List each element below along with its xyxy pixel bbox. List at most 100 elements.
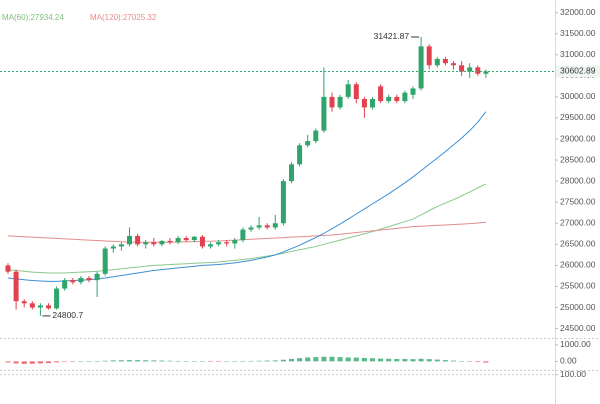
histogram-bar [272, 360, 278, 362]
histogram-bar [483, 361, 489, 363]
histogram-bar [102, 360, 108, 362]
y-tick-label: 28500.00 [560, 154, 596, 164]
histogram-bar [13, 361, 19, 364]
candle-body [345, 84, 351, 97]
candle-body [483, 71, 489, 74]
y-tick-label: 25500.00 [560, 281, 596, 291]
y-tick-label: 31000.00 [560, 49, 596, 59]
candle-body [46, 305, 51, 309]
candle-body [264, 225, 270, 228]
candle-body [402, 92, 408, 102]
ma-line [7, 221, 486, 243]
candle-body [280, 181, 286, 224]
histogram-bar [143, 360, 149, 362]
candle-body [37, 305, 43, 308]
histogram-bar [256, 360, 262, 362]
high-annotation: 31421.87 [374, 31, 410, 41]
histogram-bar [313, 357, 319, 362]
histogram-bar [5, 361, 11, 363]
histogram-bar [297, 358, 303, 362]
candle-body [410, 88, 416, 95]
histogram-bar [240, 361, 246, 362]
histogram-bar [394, 358, 400, 362]
y-tick-label: 29000.00 [560, 133, 596, 143]
candle-body [313, 130, 319, 142]
candle-body [434, 58, 440, 66]
candle-body [5, 265, 11, 272]
candle-body [232, 240, 238, 244]
histogram-bar [118, 360, 124, 362]
y-tick-label: 32000.00 [560, 7, 596, 17]
candle-body [353, 84, 359, 99]
histogram-bar [305, 357, 311, 362]
candle-body [216, 242, 222, 245]
candle-body [151, 242, 157, 245]
candle-body [386, 96, 392, 102]
candle-body [467, 67, 473, 72]
candle-body [135, 235, 141, 245]
candle-body [289, 164, 294, 182]
histogram-bar [183, 361, 189, 362]
histogram-bar [94, 361, 100, 362]
histogram-bar [410, 359, 416, 362]
histogram-bar [199, 361, 205, 362]
y-tick-label: 30000.00 [560, 91, 596, 101]
candle-body [175, 238, 181, 243]
histogram-bar [248, 360, 254, 362]
candle-body [183, 238, 189, 241]
histogram-bar [62, 361, 68, 362]
candle-body [475, 67, 481, 74]
histogram-bar [451, 360, 456, 362]
candle-body [442, 58, 448, 64]
legend-entry: MA(120):27025.32 [90, 13, 157, 22]
histogram-bar [434, 359, 440, 362]
candle-body [118, 244, 124, 247]
histogram-bar [110, 360, 116, 362]
candle-body [248, 227, 254, 230]
histogram-bar [135, 360, 141, 362]
histogram-bar [46, 361, 51, 364]
candle-body [86, 278, 92, 281]
histogram-bar [280, 359, 286, 362]
histogram-bar [386, 358, 392, 362]
candle-body [54, 288, 60, 309]
histogram-bar [78, 361, 84, 362]
candle-body [361, 98, 367, 108]
histogram-bar [345, 357, 351, 362]
y-tick-label: 31500.00 [560, 28, 596, 38]
histogram-bar [402, 358, 408, 362]
histogram-bar [442, 360, 448, 362]
low-annotation: 24800.7 [52, 310, 83, 320]
candle-body [370, 98, 375, 108]
histogram-bar [459, 361, 465, 362]
histogram-bar [289, 358, 294, 362]
candle-body [297, 145, 303, 165]
histogram-bar [418, 358, 424, 362]
candle-body [305, 141, 311, 146]
candle-body [13, 271, 19, 302]
legend-entry: MA(60):27934.24 [2, 13, 64, 22]
candle-body [329, 96, 335, 108]
histogram-bar [426, 359, 432, 362]
histogram-bar [208, 361, 213, 362]
candle-body [143, 242, 149, 245]
candle-body [21, 301, 27, 304]
histogram-bar [321, 356, 327, 362]
histogram-bar [353, 357, 359, 362]
histogram-bar [167, 360, 173, 362]
histogram-bar [54, 361, 60, 363]
histogram-bar [70, 361, 76, 362]
histogram-bar [361, 357, 367, 362]
histogram-bar [224, 361, 230, 362]
candle-body [272, 223, 278, 228]
candle-body [321, 96, 327, 131]
last-price-label: 30602.89 [560, 66, 596, 76]
candle-body [394, 96, 400, 102]
y-tick-label: 28000.00 [560, 175, 596, 185]
histogram-bar [127, 360, 132, 362]
histogram-bar [175, 360, 181, 362]
candle-body [29, 303, 35, 308]
candle-body [127, 235, 132, 245]
histogram-bar [86, 361, 92, 362]
